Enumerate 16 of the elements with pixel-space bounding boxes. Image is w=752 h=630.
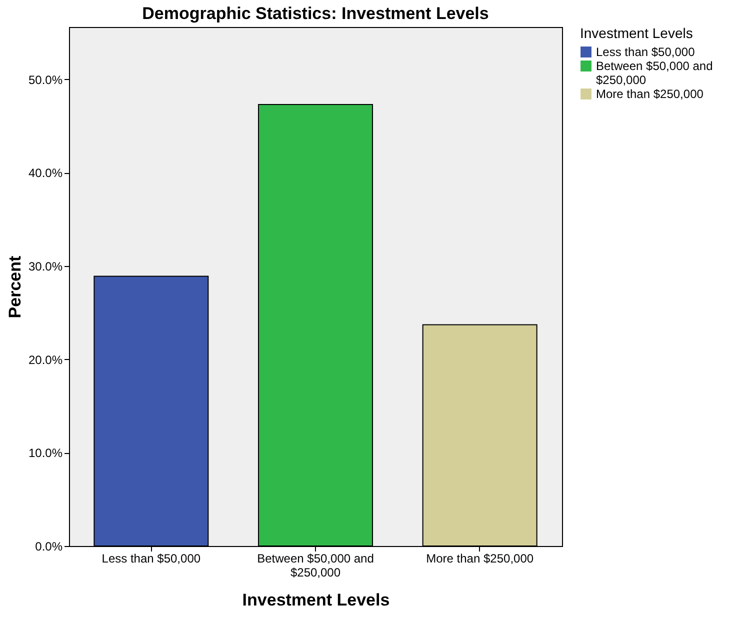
legend-label: Less than $50,000 — [596, 45, 696, 59]
x-axis-title: Investment Levels — [242, 590, 390, 610]
x-tick-label: More than $250,000 — [426, 552, 534, 566]
y-tick-label: 0.0% — [35, 540, 63, 554]
y-tick-label: 50.0% — [28, 72, 63, 87]
y-tick-label: 40.0% — [28, 166, 63, 180]
x-tick-label: Less than $50,000 — [102, 552, 201, 566]
legend-title: Investment Levels — [580, 25, 693, 41]
y-tick-label: 20.0% — [28, 352, 63, 367]
y-tick-label: 10.0% — [28, 446, 63, 460]
y-axis-title: Percent — [5, 255, 24, 318]
x-tick-label: Between $50,000 and $250,000 — [257, 552, 374, 580]
legend-label: More than $250,000 — [596, 87, 704, 101]
legend-label: Between $50,000 and $250,000 — [596, 59, 713, 87]
y-tick-label: 30.0% — [28, 259, 63, 274]
chart-title: Demographic Statistics: Investment Levels — [142, 4, 489, 23]
